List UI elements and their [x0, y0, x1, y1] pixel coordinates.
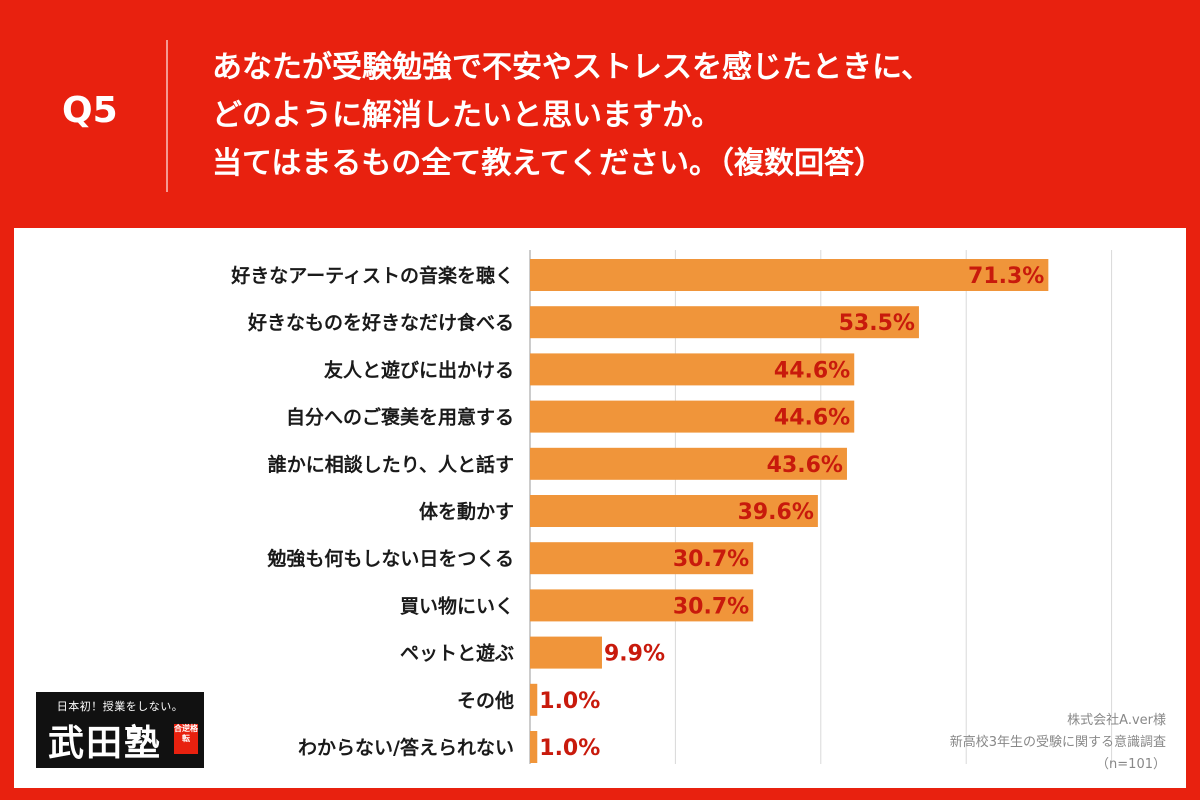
value-label: 39.6% [738, 500, 814, 525]
value-label: 1.0% [539, 689, 600, 714]
source-company: 株式会社A.ver様 [1067, 713, 1166, 728]
takeda-juku-logo: 日本初！授業をしない。 武田塾 合逆格転 [36, 692, 204, 768]
logo-name: 武田塾 [48, 722, 163, 764]
category-label: 好きなアーティストの音楽を聴く [230, 264, 514, 287]
question-line-3: 当てはまるもの全て教えてください。（複数回答） [212, 146, 884, 181]
question-text: あなたが受験勉強で不安やストレスを感じたときに、 どのように解消したいと思います… [212, 44, 931, 188]
category-label: ペットと遊ぶ [400, 642, 514, 665]
value-label: 9.9% [604, 642, 665, 667]
value-label: 44.6% [774, 406, 850, 431]
bar [530, 683, 538, 716]
question-header: Q5 あなたが受験勉強で不安やストレスを感じたときに、 どのように解消したいと思… [0, 0, 1200, 228]
value-label: 43.6% [767, 453, 843, 478]
category-label: わからない/答えられない [298, 736, 514, 759]
source-note: 株式会社A.ver様 新高校3年生の受験に関する意識調査 （n=101） [950, 710, 1166, 776]
category-label: その他 [457, 689, 514, 712]
question-number: Q5 [62, 90, 118, 131]
bar [530, 636, 602, 669]
category-label: 好きなものを好きなだけ食べる [247, 311, 514, 334]
category-label: 誰かに相談したり、人と話す [268, 453, 514, 476]
chart-panel: 好きなアーティストの音楽を聴く 71.3% 好きなものを好きなだけ食べる 53.5% 友… [14, 228, 1186, 788]
value-label: 1.0% [539, 736, 600, 761]
value-label: 71.3% [968, 264, 1044, 289]
bar-chart: 好きなアーティストの音楽を聴く 71.3% 好きなものを好きなだけ食べる 53.5% 友… [230, 250, 1113, 764]
value-label: 30.7% [673, 547, 749, 572]
question-line-2: どのように解消したいと思いますか。 [212, 98, 722, 133]
category-label: 友人と遊びに出かける [324, 358, 514, 381]
bar [530, 306, 919, 339]
bar [530, 731, 538, 763]
bar [530, 495, 818, 527]
category-label: 体を動かす [419, 500, 514, 523]
bar [530, 259, 1049, 291]
category-label: 買い物にいく [400, 594, 514, 617]
value-label: 53.5% [839, 311, 915, 336]
value-label: 44.6% [774, 358, 850, 383]
category-label: 勉強も何もしない日をつくる [266, 547, 514, 570]
bar [530, 447, 847, 480]
bar [530, 542, 754, 575]
bar [530, 589, 754, 622]
value-label: 30.7% [673, 594, 749, 619]
header-divider [166, 40, 168, 192]
logo-tagline: 日本初！授業をしない。 [56, 700, 184, 713]
source-n: （n=101） [1096, 757, 1166, 772]
source-survey: 新高校3年生の受験に関する意識調査 [949, 735, 1166, 750]
bar [530, 400, 855, 433]
bar [530, 353, 855, 386]
question-line-1: あなたが受験勉強で不安やストレスを感じたときに、 [212, 50, 932, 85]
logo-badge: 合逆格転 [174, 724, 198, 754]
category-label: 自分へのご褒美を用意する [286, 406, 514, 429]
